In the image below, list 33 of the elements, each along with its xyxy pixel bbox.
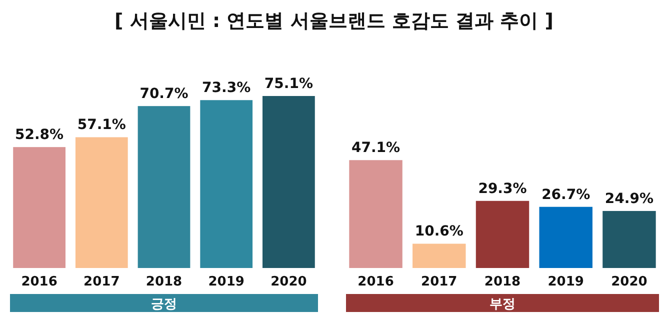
x-tick-label: 2019 (208, 274, 244, 290)
bar (13, 147, 66, 268)
data-label: 52.8% (15, 127, 64, 144)
bar (539, 206, 592, 268)
data-label: 57.1% (77, 117, 126, 134)
x-tick-label: 2018 (146, 274, 182, 290)
bar (349, 160, 402, 268)
x-tick-label: 2018 (484, 274, 521, 290)
bar (602, 210, 656, 268)
data-label: 47.1% (351, 140, 400, 156)
data-label: 70.7% (140, 86, 188, 102)
x-tick-label: 2017 (84, 274, 120, 290)
x-tick-label: 2016 (358, 274, 394, 290)
x-tick-label: 2020 (611, 274, 648, 290)
data-label: 24.9% (604, 190, 654, 207)
bar (412, 244, 466, 268)
x-tick-label: 2016 (21, 274, 58, 290)
x-tick-label: 2020 (270, 274, 307, 290)
bar (138, 106, 190, 268)
data-label: 10.6% (414, 224, 464, 240)
x-tick-label: 2019 (548, 274, 584, 290)
data-label: 26.7% (542, 186, 590, 203)
bar (75, 137, 128, 268)
x-axis-title: 부정 (490, 297, 516, 312)
data-label: 73.3% (202, 80, 251, 96)
bar (200, 100, 253, 268)
chart-title: [ 서울시민 : 연도별 서울브랜드 호감도 결과 추이 ] (114, 10, 554, 32)
x-axis-title: 긍정 (151, 297, 177, 312)
data-label: 29.3% (478, 180, 527, 197)
data-label: 75.1% (264, 76, 313, 92)
bar (476, 200, 530, 268)
x-tick-label: 2017 (421, 274, 458, 290)
bar (262, 96, 315, 268)
